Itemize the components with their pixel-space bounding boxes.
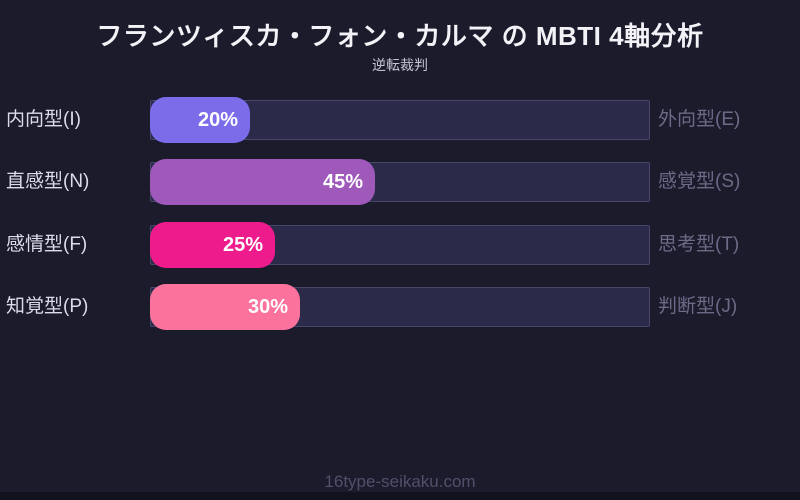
bar-fill: 45% bbox=[150, 159, 375, 205]
bar-fill: 20% bbox=[150, 97, 250, 143]
chart-row-ns: 直感型(N) 45% 感覚型(S) bbox=[0, 159, 800, 205]
chart-row-pj: 知覚型(P) 30% 判断型(J) bbox=[0, 284, 800, 330]
page-subtitle: 逆転裁判 bbox=[372, 57, 428, 73]
axis-right-label: 感覚型(S) bbox=[658, 171, 741, 192]
bar-value-label: 20% bbox=[197, 109, 238, 131]
axis-left-label: 直感型(N) bbox=[6, 171, 90, 192]
axis-left-label: 感情型(F) bbox=[6, 234, 88, 255]
page-title: フランツィスカ・フォン・カルマ の MBTI 4軸分析 bbox=[96, 21, 704, 51]
bar-value-label: 45% bbox=[322, 171, 363, 193]
bar-fill: 30% bbox=[150, 284, 300, 330]
axis-right-label: 外向型(E) bbox=[658, 109, 741, 130]
chart-row-ft: 感情型(F) 25% 思考型(T) bbox=[0, 222, 800, 268]
bar-fill: 25% bbox=[150, 222, 275, 268]
axis-left-label: 知覚型(P) bbox=[6, 296, 89, 317]
bottom-strip bbox=[0, 492, 800, 500]
axis-left-label: 内向型(I) bbox=[6, 109, 81, 130]
bar-value-label: 25% bbox=[222, 234, 263, 256]
bar-value-label: 30% bbox=[247, 296, 288, 318]
axis-right-label: 思考型(T) bbox=[658, 234, 740, 255]
chart-row-ie: 内向型(I) 20% 外向型(E) bbox=[0, 97, 800, 143]
axis-right-label: 判断型(J) bbox=[658, 296, 738, 317]
site-watermark: 16type-seikaku.com bbox=[324, 472, 476, 491]
